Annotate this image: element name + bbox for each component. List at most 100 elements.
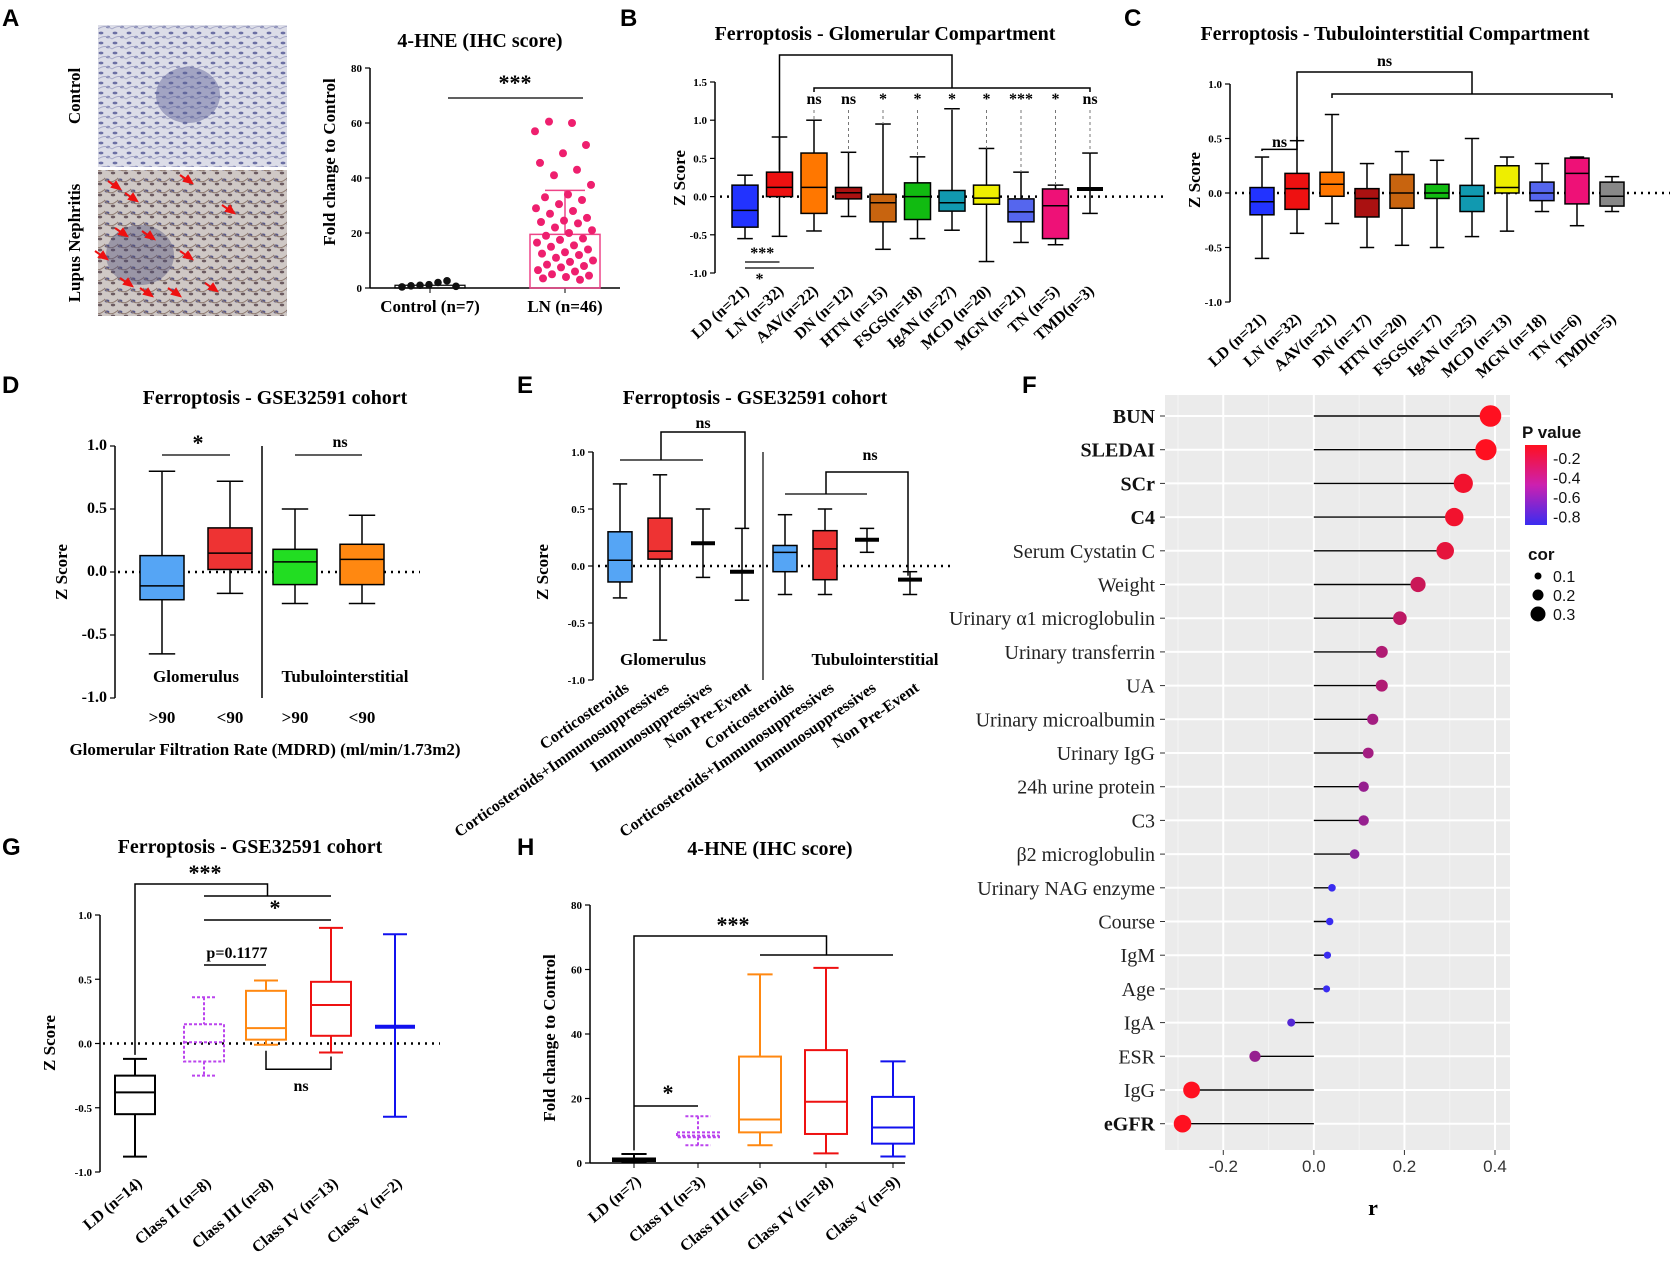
ln-point	[575, 251, 583, 259]
panel-a-y-tick-label: 40	[351, 173, 363, 185]
panel-b-sig: ***	[1009, 91, 1033, 108]
arrow-head	[144, 230, 157, 241]
ln-point	[533, 238, 541, 247]
panel-b-sig: ns	[806, 91, 821, 108]
ln-point	[587, 180, 595, 189]
panel-e-box	[607, 531, 633, 583]
panel-f-dot	[1358, 815, 1369, 826]
control-point	[425, 280, 433, 289]
panel-a-x-label: LN (n=46)	[527, 297, 602, 316]
panel-g-box	[114, 1074, 156, 1116]
panel-g-x-label: LD (n=14)	[80, 1175, 145, 1234]
panel-h-y-tick-label: 60	[571, 965, 583, 977]
ln-point	[539, 274, 547, 283]
panel-a-x-label: Control (n=7)	[380, 297, 480, 316]
panel-f-y-label: Urinary IgG	[1057, 743, 1155, 765]
control-point	[416, 281, 424, 290]
panel-e-y-tick-label: 0.0	[571, 561, 585, 573]
ln-point	[580, 262, 588, 270]
ln-point	[548, 270, 556, 279]
panel-h-bracket-1	[633, 935, 828, 1151]
ln-point	[582, 141, 590, 149]
panel-b-y-tick-label: 1.5	[693, 77, 707, 89]
lupus-tissue-image	[98, 170, 287, 316]
arrow-head	[127, 192, 140, 203]
panel-c-y-tick-label: 0.5	[1208, 134, 1222, 146]
panel-g-box	[310, 980, 352, 1037]
ln-point	[531, 127, 539, 136]
panel-e-y-tick-label: -0.5	[568, 618, 586, 630]
panel-d-title: Ferroptosis - GSE32591 cohort	[143, 387, 408, 409]
panel-c-sig-2: ns	[1377, 53, 1392, 70]
panel-f-dot	[1479, 405, 1502, 427]
panel-f-plot-bg	[1165, 395, 1510, 1150]
panel-f-dot	[1183, 1081, 1200, 1099]
legend-p-label: -0.8	[1553, 510, 1581, 527]
panel-b-box	[1007, 198, 1035, 223]
panel-d-y-tick-label: -1.0	[82, 689, 107, 706]
panel-f-dot	[1410, 576, 1426, 593]
panel-f-y-label: BUN	[1113, 406, 1156, 428]
panel-f: F BUN SLEDAI SCr C4 Serum Cystatin C Weight Ur…	[949, 372, 1581, 1220]
panel-d-box	[139, 554, 185, 601]
panel-f-dot	[1349, 849, 1360, 859]
panel-f-y-label: C4	[1131, 507, 1155, 529]
panel-f-xlabel: r	[1368, 1195, 1378, 1220]
panel-f-dot	[1453, 473, 1473, 493]
control-point	[407, 282, 415, 290]
panel-b-y-tick-label: -1.0	[690, 268, 708, 280]
ln-point	[532, 204, 540, 213]
ln-point	[585, 271, 593, 280]
panel-b-bracket-others	[813, 87, 1091, 92]
arrow-head	[110, 180, 123, 191]
panel-a-sig-text: ***	[499, 70, 532, 95]
ln-point	[537, 218, 545, 226]
panel-c-y-tick-label: 1.0	[1208, 79, 1222, 91]
panel-d-sig-2: ns	[332, 434, 347, 451]
panel-g-title: Ferroptosis - GSE32591 cohort	[118, 836, 383, 858]
panel-f-x-tick-label: 0.0	[1302, 1157, 1326, 1176]
panel-g-y-tick-label: 0.5	[78, 974, 92, 986]
panel-letter-b: B	[620, 5, 637, 32]
panel-h-sig-2: *	[663, 1080, 674, 1105]
ln-point	[573, 165, 581, 174]
panel-c-box	[1529, 181, 1555, 202]
panel-e-plot: -1.0-0.50.00.51.0CorticosteroidsCorticos…	[452, 415, 955, 841]
control-point	[398, 283, 406, 291]
panel-f-x-tick-label: -0.2	[1209, 1157, 1238, 1176]
panel-f-dot	[1367, 713, 1379, 725]
panel-c-title: Ferroptosis - Tubulointerstitial Compart…	[1200, 23, 1589, 45]
legend-cor-label: 0.3	[1553, 607, 1575, 624]
panel-letter-f: F	[1022, 372, 1037, 399]
panel-e-bracket-1	[660, 431, 746, 529]
panel-f-y-label: β2 microglobulin	[1017, 844, 1156, 866]
panel-f-y-label: Course	[1098, 912, 1155, 934]
panel-a-y-tick-label: 20	[351, 228, 363, 240]
panel-f-dot	[1445, 507, 1464, 527]
arrow-head	[224, 204, 237, 215]
panel-g-sig-2: *	[270, 895, 281, 920]
panel-b-box	[869, 193, 897, 223]
panel-f-y-label: IgM	[1121, 945, 1156, 967]
panel-g-bracket-1	[134, 883, 269, 1055]
panel-b-sig: ns	[1082, 91, 1097, 108]
panel-c-box	[1599, 181, 1625, 207]
legend-cor-title: cor	[1528, 545, 1555, 564]
panel-f-y-label: Weight	[1098, 575, 1156, 597]
ln-point	[561, 248, 569, 257]
panel-f-x-tick-label: 0.2	[1393, 1157, 1417, 1176]
panel-g-sig-1: ***	[189, 860, 222, 885]
panel-e-ylabel: Z Score	[533, 544, 552, 600]
panel-f-dot	[1375, 645, 1388, 658]
panel-d-box	[339, 543, 385, 586]
panel-b-sig: ns	[841, 91, 856, 108]
ln-point	[569, 207, 577, 215]
panel-d-x-label: >90	[149, 708, 176, 727]
panel-e-box	[812, 529, 838, 581]
ln-point	[556, 235, 564, 244]
panel-c-box	[1494, 165, 1520, 194]
panel-letter-h: H	[517, 834, 534, 861]
panel-c-sig-1: ns	[1272, 134, 1287, 151]
